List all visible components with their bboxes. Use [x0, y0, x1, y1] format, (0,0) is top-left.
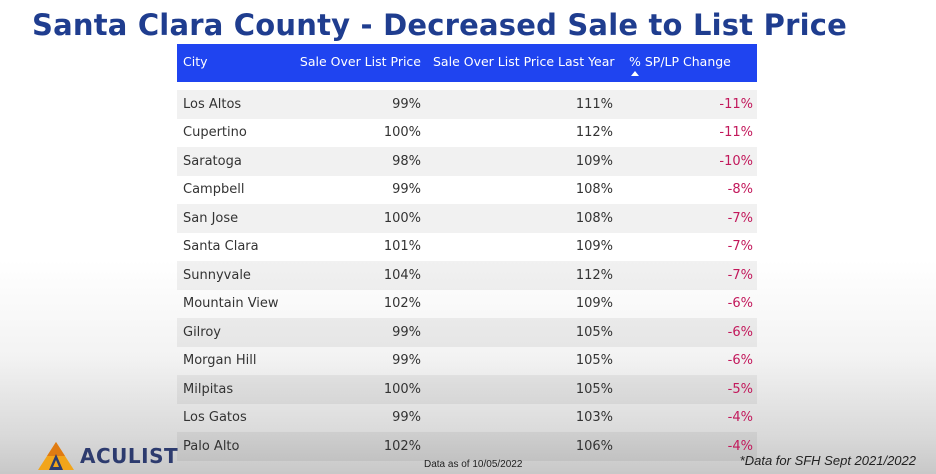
table-body: Los Altos 99% 111% -11% Cupertino 100% 112% -11…	[177, 82, 757, 461]
column-header-sp-lp-change[interactable]: % SP/LP Change	[619, 44, 757, 82]
cell-city: Gilroy	[183, 324, 222, 340]
cell-city: San Jose	[183, 210, 239, 226]
table-row[interactable]: San Jose 100% 108% -7%	[177, 204, 757, 233]
cell-sale-over-list: 99%	[392, 96, 421, 112]
cell-sp-lp-change: -11%	[719, 125, 753, 141]
cell-sp-lp-change: -7%	[727, 267, 753, 283]
cell-sale-over-list: 102%	[383, 438, 421, 454]
cell-sp-lp-change: -10%	[719, 153, 753, 169]
cell-sale-over-list: 102%	[383, 296, 421, 312]
cell-city: Los Altos	[183, 96, 242, 112]
cell-sale-over-list: 99%	[392, 353, 421, 369]
cell-sale-over-list-last-year: 105%	[575, 381, 613, 397]
cell-sale-over-list-last-year: 106%	[575, 438, 613, 454]
sort-ascending-icon[interactable]	[631, 71, 639, 76]
aculist-logo: ACULIST	[36, 440, 178, 472]
cell-sale-over-list: 100%	[383, 381, 421, 397]
column-header-sale-over-list[interactable]: Sale Over List Price	[299, 54, 421, 69]
cell-sale-over-list: 99%	[392, 324, 421, 340]
table-row[interactable]: Saratoga 98% 109% -10%	[177, 147, 757, 176]
cell-city: Cupertino	[183, 125, 247, 141]
cell-sale-over-list: 101%	[383, 239, 421, 255]
cell-sp-lp-change: -7%	[727, 239, 753, 255]
table-header-row: City Sale Over List Price Sale Over List…	[177, 44, 757, 82]
table-row[interactable]: Santa Clara 101% 109% -7%	[177, 233, 757, 262]
cell-sp-lp-change: -6%	[727, 353, 753, 369]
table-row[interactable]: Campbell 99% 108% -8%	[177, 176, 757, 205]
cell-sp-lp-change: -4%	[727, 438, 753, 454]
sale-to-list-table-container: City Sale Over List Price Sale Over List…	[177, 44, 757, 461]
cell-sale-over-list-last-year: 108%	[575, 210, 613, 226]
cell-sale-over-list: 100%	[383, 125, 421, 141]
cell-sale-over-list: 99%	[392, 410, 421, 426]
aculist-logo-icon	[38, 442, 74, 470]
cell-city: Sunnyvale	[183, 267, 251, 283]
cell-sale-over-list-last-year: 105%	[575, 324, 613, 340]
cell-sp-lp-change: -5%	[727, 381, 753, 397]
cell-sale-over-list-last-year: 109%	[575, 296, 613, 312]
table-row[interactable]: Milpitas 100% 105% -5%	[177, 375, 757, 404]
cell-sale-over-list-last-year: 111%	[575, 96, 613, 112]
cell-city: Los Gatos	[183, 410, 247, 426]
cell-city: Mountain View	[183, 296, 279, 312]
table-row[interactable]: Los Altos 99% 111% -11%	[177, 90, 757, 119]
table-row[interactable]: Cupertino 100% 112% -11%	[177, 119, 757, 148]
cell-sp-lp-change: -6%	[727, 296, 753, 312]
cell-sp-lp-change: -7%	[727, 210, 753, 226]
cell-sale-over-list: 99%	[392, 182, 421, 198]
footnote: *Data for SFH Sept 2021/2022	[739, 453, 916, 468]
table-row[interactable]: Los Gatos 99% 103% -4%	[177, 404, 757, 433]
cell-city: Morgan Hill	[183, 353, 257, 369]
cell-sale-over-list-last-year: 108%	[575, 182, 613, 198]
cell-sale-over-list-last-year: 109%	[575, 239, 613, 255]
cell-sale-over-list-last-year: 112%	[575, 125, 613, 141]
table-row[interactable]: Sunnyvale 104% 112% -7%	[177, 261, 757, 290]
cell-city: Saratoga	[183, 153, 242, 169]
cell-sale-over-list-last-year: 109%	[575, 153, 613, 169]
column-header-sale-over-list-last-year[interactable]: Sale Over List Price Last Year	[433, 54, 615, 69]
column-header-city[interactable]: City	[183, 54, 208, 69]
cell-city: Santa Clara	[183, 239, 259, 255]
cell-sale-over-list: 104%	[383, 267, 421, 283]
column-header-sp-lp-change-label: % SP/LP Change	[629, 54, 731, 69]
cell-sale-over-list-last-year: 103%	[575, 410, 613, 426]
cell-city: Milpitas	[183, 381, 234, 397]
cell-city: Palo Alto	[183, 438, 240, 454]
cell-sp-lp-change: -4%	[727, 410, 753, 426]
cell-sale-over-list-last-year: 105%	[575, 353, 613, 369]
page-title: Santa Clara County - Decreased Sale to L…	[32, 8, 847, 42]
table-row[interactable]: Palo Alto 102% 106% -4%	[177, 432, 757, 461]
table-spacer	[177, 82, 757, 90]
cell-city: Campbell	[183, 182, 245, 198]
cell-sale-over-list-last-year: 112%	[575, 267, 613, 283]
sale-to-list-table: City Sale Over List Price Sale Over List…	[177, 44, 757, 461]
cell-sp-lp-change: -6%	[727, 324, 753, 340]
table-row[interactable]: Mountain View 102% 109% -6%	[177, 290, 757, 319]
data-date-note: Data as of 10/05/2022	[424, 459, 523, 470]
aculist-logo-text: ACULIST	[80, 444, 179, 468]
cell-sale-over-list: 98%	[392, 153, 421, 169]
cell-sp-lp-change: -11%	[719, 96, 753, 112]
cell-sale-over-list: 100%	[383, 210, 421, 226]
table-row[interactable]: Gilroy 99% 105% -6%	[177, 318, 757, 347]
cell-sp-lp-change: -8%	[727, 182, 753, 198]
table-row[interactable]: Morgan Hill 99% 105% -6%	[177, 347, 757, 376]
